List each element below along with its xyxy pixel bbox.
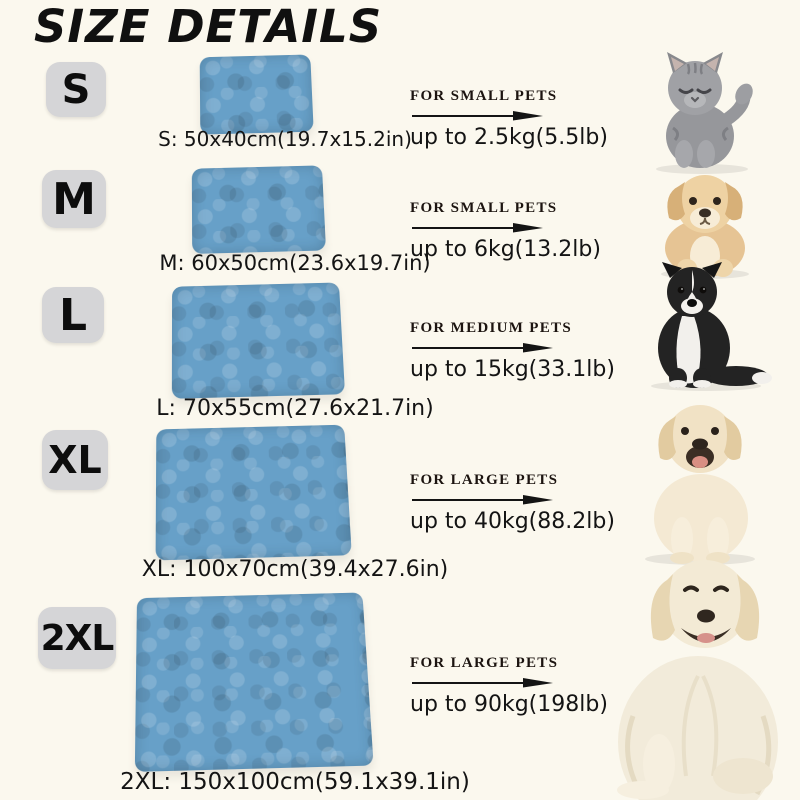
page-title: SIZE DETAILS bbox=[34, 0, 383, 53]
pet-category-label: FOR LARGE PETS bbox=[410, 655, 559, 671]
right-arrow-icon bbox=[412, 111, 543, 121]
cooling-mat-image-m bbox=[191, 165, 327, 254]
border-collie-image bbox=[636, 260, 778, 392]
golden-retriever-image bbox=[603, 546, 800, 800]
cream-puppy-image bbox=[645, 166, 767, 280]
max-weight-label: up to 90kg(198lb) bbox=[410, 692, 608, 717]
right-arrow-icon bbox=[412, 678, 553, 688]
pet-info-block: FOR SMALL PETS up to 2.5kg(5.5lb) bbox=[410, 88, 608, 150]
pet-info-block: FOR LARGE PETS up to 40kg(88.2lb) bbox=[410, 472, 615, 534]
pet-info-block: FOR SMALL PETS up to 6kg(13.2lb) bbox=[410, 200, 601, 262]
size-dimensions-label: S: 50x40cm(19.7x15.2in) bbox=[158, 127, 412, 151]
size-badge-m: M bbox=[42, 170, 106, 228]
size-badge-s: S bbox=[46, 62, 106, 117]
right-arrow-icon bbox=[412, 223, 543, 233]
cooling-mat-image-xl bbox=[155, 424, 352, 561]
size-badge-2xl: 2XL bbox=[38, 607, 116, 669]
max-weight-label: up to 15kg(33.1lb) bbox=[410, 357, 615, 382]
max-weight-label: up to 40kg(88.2lb) bbox=[410, 509, 615, 534]
size-dimensions-label: XL: 100x70cm(39.4x27.6in) bbox=[141, 557, 449, 582]
cooling-mat-image-s bbox=[199, 54, 314, 135]
cooling-mat-image-l bbox=[171, 282, 346, 399]
yellow-labrador-image bbox=[630, 394, 772, 566]
pet-info-block: FOR LARGE PETS up to 90kg(198lb) bbox=[410, 655, 608, 717]
cooling-mat-image-2xl bbox=[134, 592, 374, 772]
size-dimensions-label: 2XL: 150x100cm(59.1x39.1in) bbox=[120, 769, 470, 795]
max-weight-label: up to 2.5kg(5.5lb) bbox=[410, 125, 608, 150]
gray-cat-image bbox=[640, 50, 778, 175]
pet-category-label: FOR SMALL PETS bbox=[410, 200, 558, 216]
pet-category-label: FOR SMALL PETS bbox=[410, 88, 558, 104]
size-badge-xl: XL bbox=[42, 430, 108, 490]
size-dimensions-label: M: 60x50cm(23.6x19.7in) bbox=[159, 251, 431, 275]
size-dimensions-label: L: 70x55cm(27.6x21.7in) bbox=[156, 396, 434, 421]
pet-info-block: FOR MEDIUM PETS up to 15kg(33.1lb) bbox=[410, 320, 615, 382]
size-badge-l: L bbox=[42, 287, 104, 343]
pet-category-label: FOR MEDIUM PETS bbox=[410, 320, 572, 336]
right-arrow-icon bbox=[412, 495, 553, 505]
right-arrow-icon bbox=[412, 343, 553, 353]
max-weight-label: up to 6kg(13.2lb) bbox=[410, 237, 601, 262]
pet-category-label: FOR LARGE PETS bbox=[410, 472, 559, 488]
